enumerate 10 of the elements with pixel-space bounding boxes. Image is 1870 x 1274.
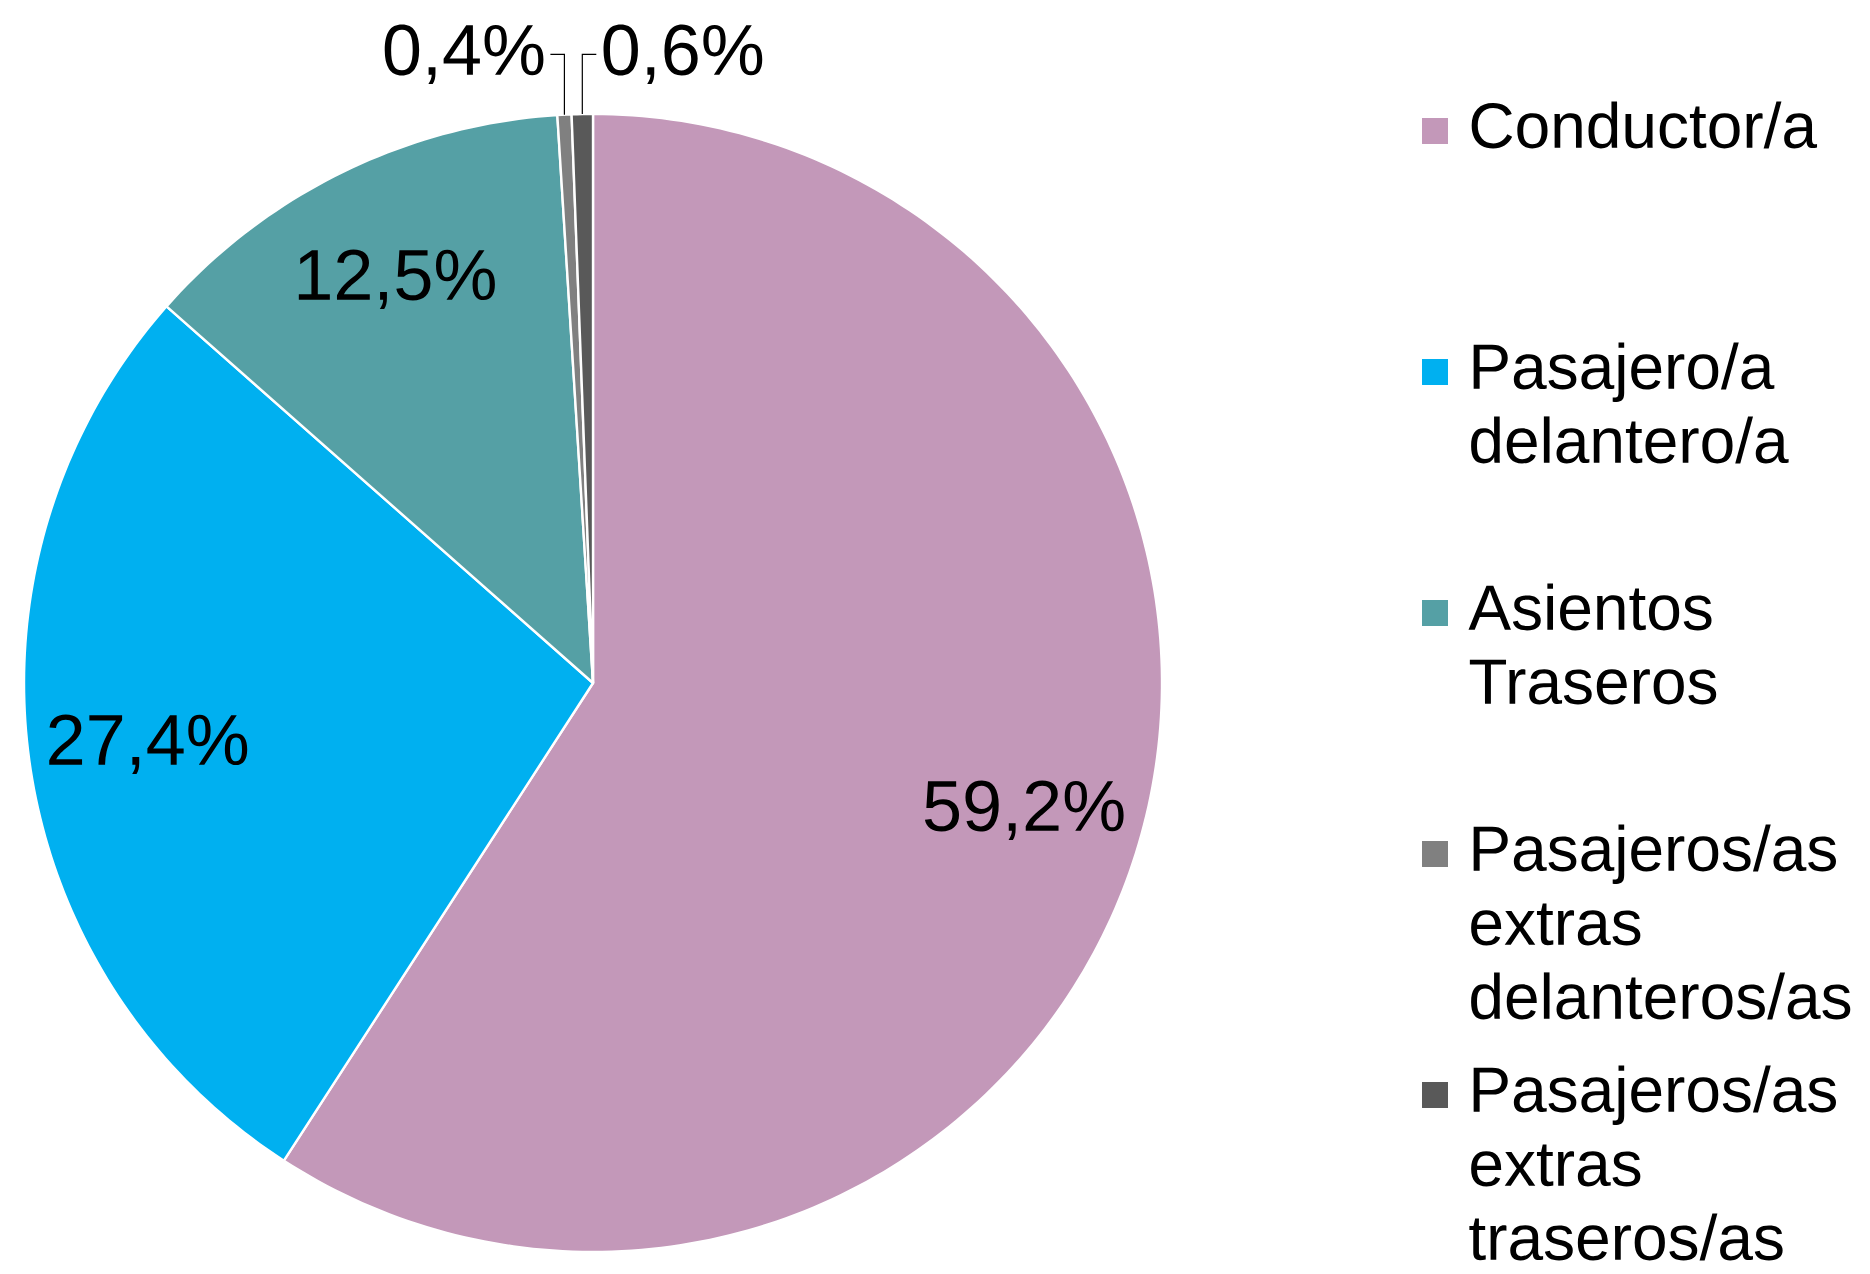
legend-label: Asientos Traseros [1468, 583, 1717, 705]
legend-label: Pasajero/a delantero/a [1471, 342, 1789, 464]
data-label: 0,4% [384, 24, 544, 85]
data-label: 59,2% [924, 780, 1124, 841]
legend-label: Conductor/a [1471, 101, 1818, 149]
data-label: 27,4% [49, 714, 248, 774]
legend-label: Pasajeros/as extras traseros/as [1469, 1065, 1836, 1261]
data-label: 12,5% [298, 249, 495, 309]
legend-label: Pasajeros/as extras delanteros/as [1471, 824, 1851, 1020]
data-label: 0,6% [603, 24, 763, 85]
